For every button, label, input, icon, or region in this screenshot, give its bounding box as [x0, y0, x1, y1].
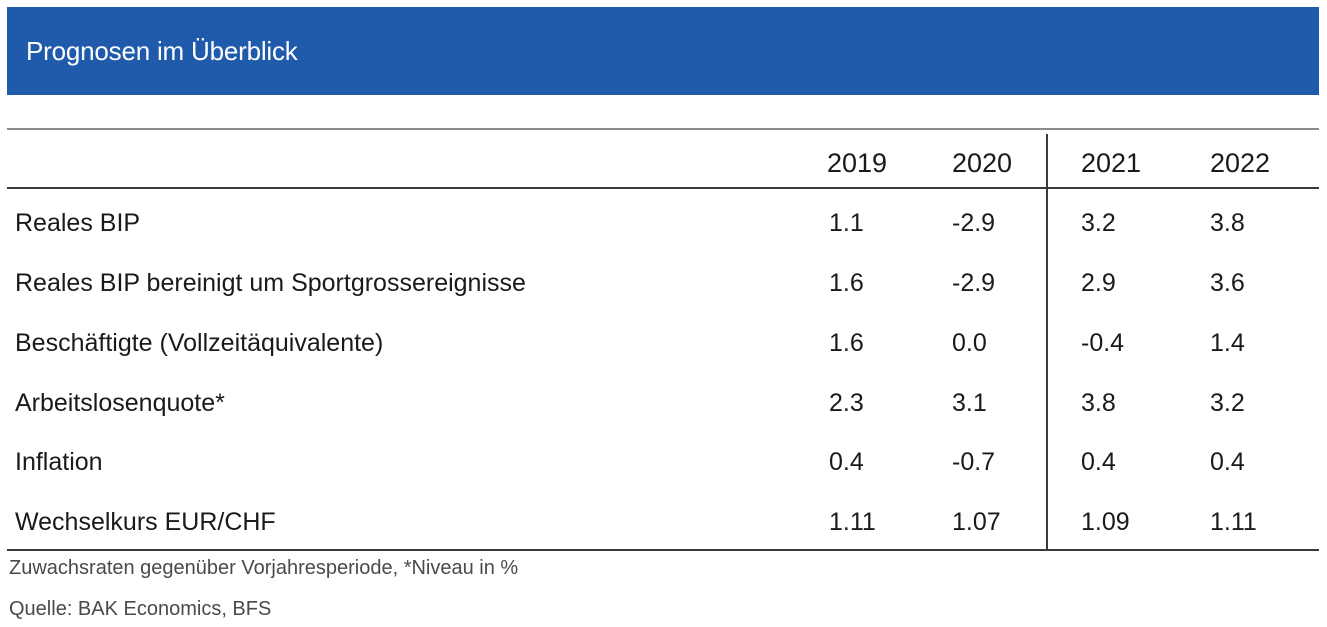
footnote: Zuwachsraten gegenüber Vorjahresperiode,… — [9, 557, 519, 579]
cell-2022: 3.8 — [1210, 209, 1245, 237]
cell-2022: 3.2 — [1210, 389, 1245, 417]
column-header-2020: 2020 — [952, 148, 1013, 178]
table-top-rule — [7, 128, 1319, 130]
cell-2021: -0.4 — [1081, 329, 1125, 357]
table-row: Arbeitslosenquote* 2.3 3.1 3.8 3.2 — [0, 387, 1327, 427]
row-label: Arbeitslosenquote* — [15, 389, 225, 417]
cell-2020: 0.0 — [952, 329, 987, 357]
page-title: Prognosen im Überblick — [26, 36, 298, 66]
column-header-2019: 2019 — [827, 148, 888, 178]
cell-2020: 3.1 — [952, 389, 987, 417]
cell-2020: -2.9 — [952, 209, 996, 237]
cell-2021: 0.4 — [1081, 448, 1116, 476]
cell-2019: 1.11 — [829, 508, 876, 536]
cell-2022: 1.11 — [1210, 508, 1257, 536]
cell-2022: 0.4 — [1210, 448, 1245, 476]
cell-2021: 2.9 — [1081, 269, 1116, 297]
cell-2022: 3.6 — [1210, 269, 1245, 297]
column-header-2021: 2021 — [1081, 148, 1142, 178]
cell-2019: 2.3 — [829, 389, 864, 417]
table-row: Inflation 0.4 -0.7 0.4 0.4 — [0, 446, 1327, 486]
cell-2021: 1.09 — [1081, 508, 1130, 536]
cell-2022: 1.4 — [1210, 329, 1245, 357]
row-label: Inflation — [15, 448, 103, 476]
cell-2021: 3.8 — [1081, 389, 1116, 417]
source-note: Quelle: BAK Economics, BFS — [9, 598, 272, 620]
cell-2019: 0.4 — [829, 448, 864, 476]
row-label: Reales BIP — [15, 209, 141, 237]
table-bottom-rule — [7, 549, 1319, 551]
cell-2019: 1.6 — [829, 329, 864, 357]
table-row: Reales BIP 1.1 -2.9 3.2 3.8 — [0, 207, 1327, 247]
table-row: Wechselkurs EUR/CHF 1.11 1.07 1.09 1.11 — [0, 506, 1327, 546]
table-row: Beschäftigte (Vollzeitäquivalente) 1.6 0… — [0, 327, 1327, 367]
cell-2019: 1.1 — [829, 209, 864, 237]
column-header-2022: 2022 — [1210, 148, 1271, 178]
table-row: Reales BIP bereinigt um Sportgrossereign… — [0, 267, 1327, 307]
cell-2019: 1.6 — [829, 269, 864, 297]
cell-2020: -2.9 — [952, 269, 996, 297]
cell-2020: 1.07 — [952, 508, 1001, 536]
title-bar: Prognosen im Überblick — [7, 7, 1319, 95]
row-label: Wechselkurs EUR/CHF — [15, 508, 276, 536]
forecast-column-divider — [1046, 134, 1048, 551]
cell-2020: -0.7 — [952, 448, 996, 476]
cell-2021: 3.2 — [1081, 209, 1116, 237]
row-label: Beschäftigte (Vollzeitäquivalente) — [15, 329, 384, 357]
row-label: Reales BIP bereinigt um Sportgrossereign… — [15, 269, 526, 297]
header-rule — [7, 187, 1319, 189]
